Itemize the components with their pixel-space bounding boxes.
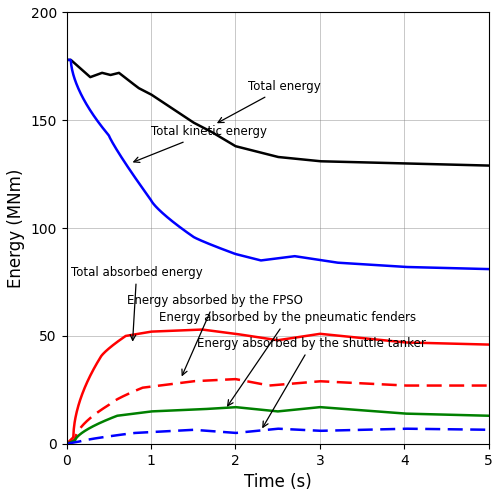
Text: Energy absorbed by the shuttle tanker: Energy absorbed by the shuttle tanker (198, 337, 426, 427)
Text: Energy absorbed by the pneumatic fenders: Energy absorbed by the pneumatic fenders (160, 311, 416, 406)
Text: Total absorbed energy: Total absorbed energy (71, 265, 202, 341)
Text: Total energy: Total energy (218, 80, 321, 123)
Text: Energy absorbed by the FPSO: Energy absorbed by the FPSO (128, 294, 304, 375)
Text: Total kinetic energy: Total kinetic energy (134, 125, 267, 162)
X-axis label: Time (s): Time (s) (244, 473, 312, 491)
Y-axis label: Energy (MNm): Energy (MNm) (7, 168, 25, 288)
